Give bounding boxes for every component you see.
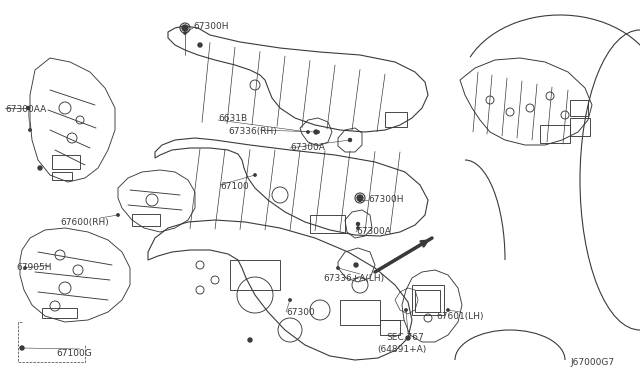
Circle shape	[356, 222, 360, 225]
Bar	[52, 172, 72, 180]
Circle shape	[317, 131, 319, 133]
Circle shape	[116, 214, 119, 216]
Circle shape	[337, 267, 339, 269]
Circle shape	[20, 347, 23, 349]
Bar	[415, 290, 440, 312]
Text: 67300H: 67300H	[368, 195, 403, 204]
Circle shape	[198, 43, 202, 47]
Text: 67300AA: 67300AA	[5, 105, 46, 114]
Circle shape	[357, 195, 363, 201]
Circle shape	[354, 263, 358, 267]
Circle shape	[29, 129, 31, 131]
Circle shape	[359, 199, 361, 201]
Text: 67336(RH): 67336(RH)	[228, 127, 276, 136]
Circle shape	[307, 131, 309, 133]
Circle shape	[248, 338, 252, 342]
Text: 67905H: 67905H	[16, 263, 51, 272]
Text: 67300H: 67300H	[193, 22, 228, 31]
Text: 67300: 67300	[286, 308, 315, 317]
Circle shape	[26, 106, 29, 109]
Bar	[310, 215, 345, 233]
Text: J67000G7: J67000G7	[570, 358, 614, 367]
Circle shape	[447, 309, 449, 311]
Text: SEC.767: SEC.767	[386, 333, 424, 342]
Circle shape	[254, 174, 256, 176]
Circle shape	[38, 166, 42, 170]
Text: 6631B: 6631B	[218, 114, 247, 123]
Text: 67336+A(LH): 67336+A(LH)	[323, 274, 384, 283]
Bar	[42, 308, 77, 318]
Bar	[570, 100, 588, 116]
Text: 67300A: 67300A	[356, 227, 391, 236]
Bar	[230, 260, 280, 290]
Text: (64891+A): (64891+A)	[377, 345, 426, 354]
Bar	[340, 300, 380, 325]
Circle shape	[349, 138, 351, 141]
Bar	[385, 112, 407, 127]
Bar	[52, 155, 80, 169]
Bar	[380, 320, 400, 335]
Text: 67601(LH): 67601(LH)	[436, 312, 483, 321]
Circle shape	[184, 32, 186, 34]
Circle shape	[289, 299, 291, 301]
Text: 67100G: 67100G	[56, 349, 92, 358]
Circle shape	[406, 336, 410, 340]
Bar	[132, 214, 160, 226]
Text: 67100: 67100	[220, 182, 249, 191]
Circle shape	[24, 267, 26, 269]
Bar	[570, 118, 590, 136]
Circle shape	[349, 139, 351, 141]
Circle shape	[405, 309, 407, 311]
Text: 67600(RH): 67600(RH)	[60, 218, 109, 227]
Bar	[540, 125, 570, 143]
Circle shape	[20, 346, 24, 350]
Circle shape	[314, 130, 318, 134]
Circle shape	[357, 227, 359, 229]
Bar	[412, 285, 444, 315]
Text: 67300A: 67300A	[290, 143, 325, 152]
Circle shape	[182, 25, 188, 31]
